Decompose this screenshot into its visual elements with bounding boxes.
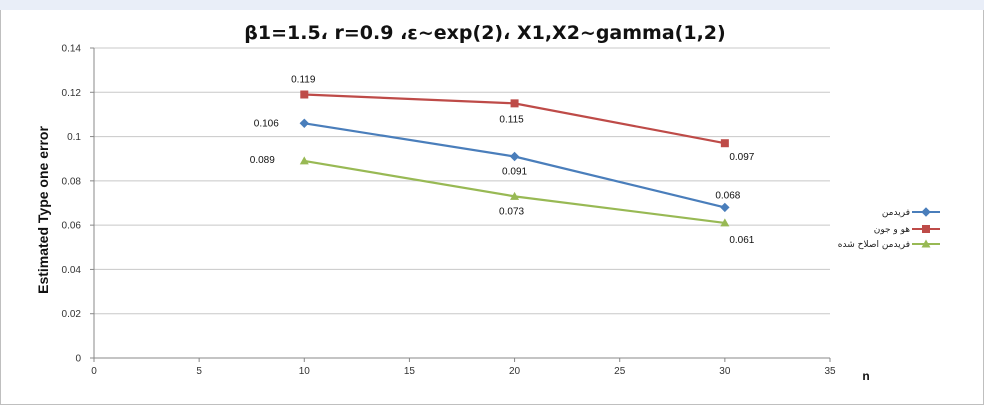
data-point-2-3 (720, 139, 729, 148)
y-tick-label: 0 (75, 354, 81, 365)
top-band (0, 0, 984, 10)
x-axis-label: n (862, 369, 869, 383)
x-tick-label: 20 (509, 366, 521, 377)
y-tick-label: 0.02 (62, 309, 82, 320)
y-axis-label: Estimated Type one error (35, 126, 51, 294)
x-tick-label: 10 (299, 366, 311, 377)
data-label: 0.091 (502, 167, 527, 178)
data-point-1-3 (720, 202, 730, 213)
legend-marker-2 (922, 225, 930, 233)
y-tick-label: 0.04 (62, 265, 82, 276)
data-point-2-2 (510, 99, 519, 108)
data-point-1-2 (509, 151, 520, 162)
x-tick-label: 30 (719, 366, 731, 377)
x-tick-label: 25 (614, 366, 626, 377)
data-point-1-1 (299, 118, 309, 128)
data-label: 0.097 (729, 152, 754, 163)
data-label: 0.089 (250, 155, 275, 166)
legend-label-3: فریدمن اصلاح شده (838, 240, 910, 250)
tick-labels: 0 0.02 0.04 0.06 0.08 0.1 0.12 0.14 0 5 10 15 20 25 30… (62, 44, 836, 378)
y-tick-label: 0.1 (67, 132, 81, 143)
legend: فریدمن هو و جون فریدمن اصلاح شده (838, 207, 940, 250)
data-point-3-3 (720, 218, 730, 227)
gridlines (94, 47, 830, 315)
data-point-2-1 (300, 90, 309, 99)
legend-label-2: هو و جون (874, 225, 911, 235)
data-label: 0.068 (715, 190, 740, 201)
data-label: 0.061 (729, 235, 754, 246)
legend-label-1: فریدمن (882, 208, 910, 218)
x-tick-label: 15 (404, 366, 416, 377)
data-labels: 0.106 0.091 0.068 0.119 0.115 0.097 0.089 0.073… (250, 75, 755, 246)
x-tick-label: 35 (824, 366, 836, 377)
y-tick-label: 0.12 (62, 88, 82, 99)
chart-title: β1=1.5، r=0.9 ،ε~exp(2)، X1,X2~gamma(1,2… (244, 22, 725, 44)
y-tick-label: 0.06 (62, 221, 82, 232)
legend-marker-1 (921, 207, 931, 217)
data-point-3-2 (510, 191, 520, 200)
axes (90, 47, 831, 362)
series-group (299, 90, 730, 227)
y-tick-label: 0.14 (62, 44, 82, 55)
legend-marker-3 (921, 239, 931, 248)
data-label: 0.073 (499, 206, 524, 217)
data-label: 0.119 (291, 75, 316, 86)
data-point-3-1 (299, 156, 309, 165)
x-tick-label: 0 (91, 366, 97, 377)
x-tick-label: 5 (196, 366, 202, 377)
data-label: 0.115 (499, 114, 524, 125)
data-label: 0.106 (254, 118, 279, 129)
y-tick-label: 0.08 (62, 176, 82, 187)
